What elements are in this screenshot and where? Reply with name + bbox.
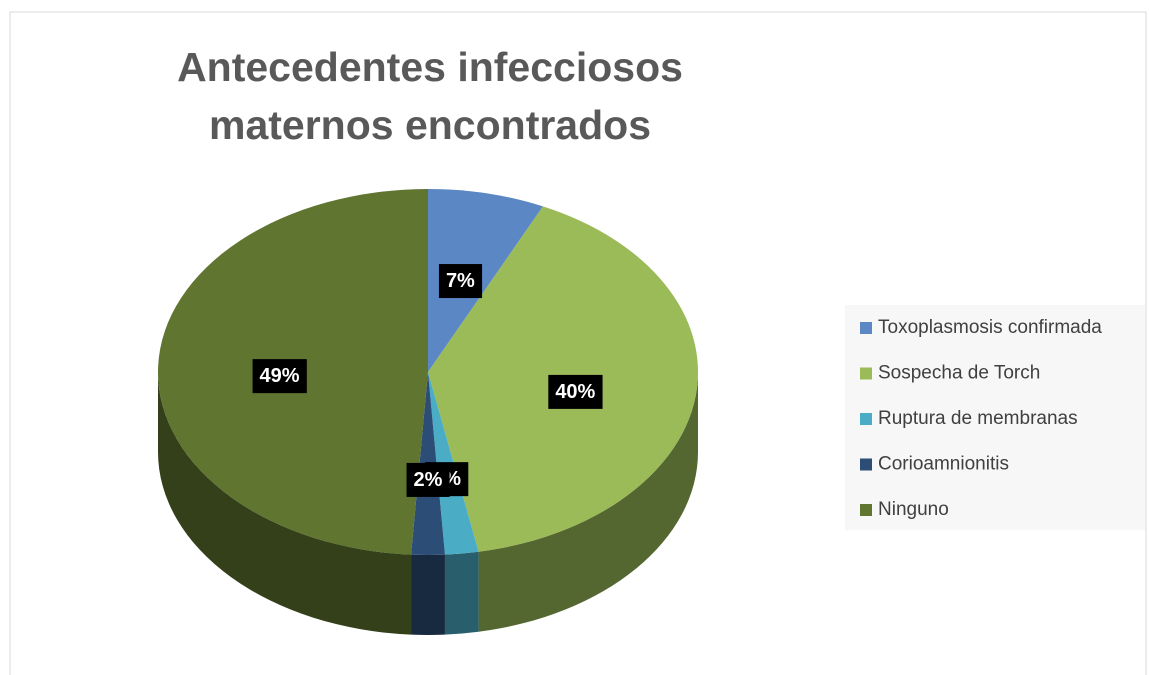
data-labels: 7%40%2%2%49% [252, 264, 603, 497]
pie-side [478, 372, 698, 632]
pie-side [158, 372, 412, 635]
pie-side [444, 551, 479, 635]
data-label: 2% [414, 469, 443, 491]
data-label-bg [406, 462, 450, 497]
legend-label: Ninguno [878, 499, 949, 520]
data-label-bg [548, 374, 603, 409]
data-label: 40% [555, 381, 595, 403]
legend-label: Ruptura de membranas [878, 408, 1078, 429]
chart-title: Antecedentes infecciosos maternos encont… [177, 44, 683, 148]
pie-slice [428, 189, 543, 372]
data-label: 7% [446, 270, 475, 292]
chart-frame [9, 11, 1147, 675]
pie-side [411, 554, 445, 636]
legend-label: Toxoplasmosis confirmada [878, 317, 1102, 338]
legend-label: Sospecha de Torch [878, 363, 1040, 384]
legend-swatch [860, 322, 872, 334]
pie-tops [157, 189, 698, 555]
legend-label: Corioamnionitis [878, 454, 1009, 475]
pie-sides [158, 372, 698, 636]
legend-swatch [860, 413, 872, 425]
legend-swatch [860, 367, 872, 380]
data-label-bg [252, 359, 307, 394]
data-label-bg [438, 264, 483, 299]
data-label: 49% [260, 365, 300, 387]
legend-swatch [860, 504, 872, 516]
legend-swatch [860, 458, 872, 471]
legend-box [845, 305, 1145, 530]
